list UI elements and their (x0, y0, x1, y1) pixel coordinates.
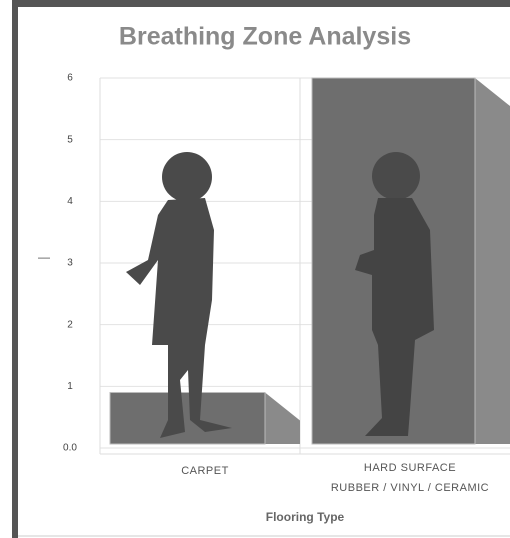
y-tick-label: 0.0 (63, 443, 77, 454)
y-tick-label: 2 (67, 319, 73, 330)
figure-body (355, 198, 434, 436)
frame-top (12, 0, 510, 7)
y-tick-label: 1 (67, 381, 73, 392)
chart-title: Breathing Zone Analysis (119, 23, 411, 51)
x-tick-label: CARPET (181, 465, 229, 477)
frame-left (12, 0, 18, 538)
x-tick-label: HARD SURFACE (364, 462, 456, 474)
bar-bevel (265, 392, 300, 444)
x-axis-label: Flooring Type (266, 510, 345, 524)
figures (126, 152, 434, 438)
labels: 0.0 1 2 3 4 5 6 CARPET HARD SURFACE RUBBER / VINY… (63, 73, 489, 494)
y-tick-label: 6 (67, 73, 73, 84)
bar-bevel (475, 78, 510, 444)
x-tick-sublabel: RUBBER / VINYL / CERAMIC (331, 482, 489, 494)
figure-head (372, 152, 420, 200)
y-tick-label: 5 (67, 134, 73, 145)
figure-body (126, 198, 232, 438)
y-tick-label: 3 (67, 258, 73, 269)
y-axis-label: — (38, 250, 50, 264)
y-tick-label: 4 (67, 196, 73, 207)
bar (109, 392, 266, 445)
figure-head (162, 152, 212, 202)
